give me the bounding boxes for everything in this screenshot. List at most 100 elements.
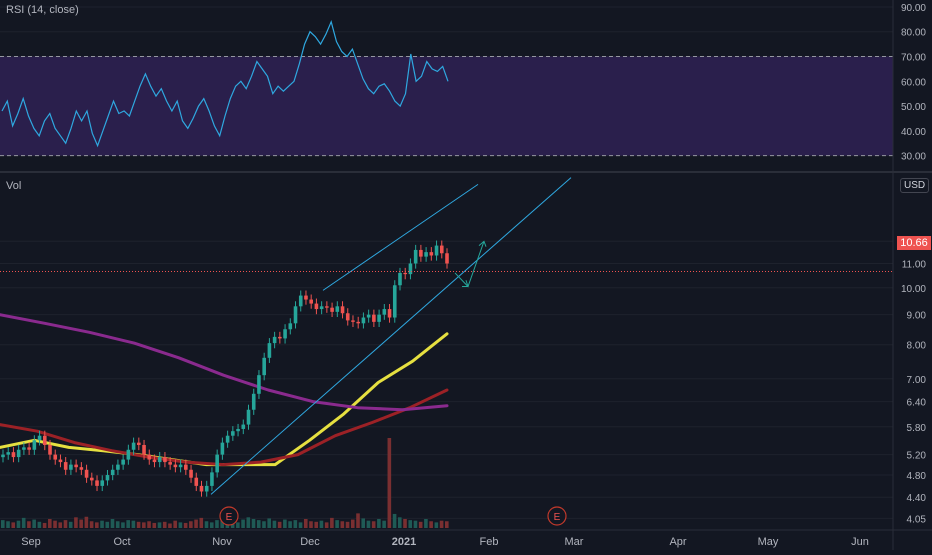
- candle: [27, 442, 31, 455]
- volume-bar: [53, 520, 57, 528]
- candle: [345, 308, 350, 326]
- candle-body: [403, 272, 408, 275]
- volume-bar: [204, 521, 209, 528]
- month-label: Apr: [669, 536, 686, 548]
- candle: [69, 459, 73, 475]
- candle-body: [298, 295, 303, 307]
- candle: [262, 352, 266, 381]
- candle-body: [116, 464, 120, 470]
- price-tick-label: 5.80: [907, 423, 927, 434]
- volume-bar: [403, 519, 407, 528]
- candle-body: [434, 245, 439, 256]
- volume-label: Vol: [6, 180, 22, 192]
- candle: [168, 457, 172, 470]
- candle: [84, 464, 89, 483]
- candle: [434, 240, 439, 261]
- candle-body: [445, 253, 449, 264]
- candle: [53, 449, 58, 465]
- volume-bar: [79, 519, 83, 528]
- rsi-tick-label: 30.00: [901, 152, 926, 163]
- price-tick-label: 6.40: [907, 398, 927, 409]
- candle: [335, 301, 340, 318]
- candle-body: [241, 424, 246, 429]
- rsi-tick-label: 70.00: [901, 53, 926, 64]
- rsi-band: [0, 56, 893, 156]
- candle-body: [204, 485, 209, 492]
- main-grid: [0, 240, 893, 519]
- candle: [445, 248, 449, 269]
- candle: [173, 459, 178, 473]
- candle: [236, 423, 240, 437]
- volume-bar: [424, 519, 428, 528]
- candle-body: [142, 444, 146, 455]
- candle-body: [74, 464, 78, 468]
- lower-trendline: [210, 177, 572, 495]
- volume-bar: [330, 517, 334, 528]
- candle: [366, 309, 371, 323]
- volume-bar: [241, 519, 245, 528]
- candle-body: [439, 245, 444, 254]
- candle: [58, 454, 63, 468]
- candle: [314, 298, 319, 315]
- candle-body: [11, 452, 16, 458]
- month-label: Feb: [480, 536, 499, 548]
- volume-bar: [309, 521, 313, 528]
- candle-body: [137, 442, 141, 445]
- month-label: May: [758, 536, 779, 548]
- volume-bar: [319, 520, 324, 528]
- rsi-tick-label: 80.00: [901, 28, 926, 39]
- candle: [382, 304, 387, 320]
- volume-bar: [100, 520, 104, 528]
- candle: [74, 459, 78, 473]
- candle: [340, 301, 345, 319]
- earnings-circle: [219, 506, 239, 526]
- earnings-marker: E: [547, 506, 567, 526]
- candle: [116, 459, 120, 475]
- volume-bar: [236, 522, 240, 528]
- candle: [48, 439, 52, 460]
- candle: [105, 469, 110, 486]
- candle: [131, 437, 136, 455]
- candle: [413, 244, 418, 269]
- moving-average-line: [0, 313, 449, 412]
- candle-body: [319, 306, 324, 310]
- volume-bar: [272, 520, 277, 528]
- candle: [204, 480, 209, 497]
- volume-bar: [189, 521, 193, 528]
- candle-body: [16, 449, 21, 458]
- candle-body: [330, 307, 334, 312]
- volume-bar: [377, 519, 381, 528]
- volume-bar: [1, 520, 5, 528]
- volume-bar: [37, 521, 42, 528]
- candle: [95, 475, 99, 492]
- candle-body: [220, 442, 225, 455]
- candle-body: [69, 464, 73, 470]
- earnings-circle: [547, 506, 567, 526]
- candle: [309, 294, 313, 309]
- candle-body: [225, 435, 230, 443]
- candle-body: [398, 272, 402, 286]
- volume-bar: [324, 522, 329, 528]
- volume-bar: [340, 521, 345, 528]
- rsi-tick-label: 50.00: [901, 102, 926, 113]
- candle-body: [63, 462, 68, 470]
- candle-body: [351, 320, 355, 322]
- candle-body: [251, 393, 256, 410]
- volume-bar: [434, 522, 439, 528]
- candle: [147, 449, 152, 465]
- volume-bar: [350, 519, 355, 528]
- volume-bar: [356, 513, 360, 528]
- candle: [189, 464, 193, 483]
- price-tick-label: 8.00: [907, 341, 927, 352]
- candle-body: [262, 357, 266, 376]
- candle: [298, 290, 303, 312]
- candle: [246, 404, 251, 430]
- candle-body: [210, 472, 214, 486]
- currency-badge[interactable]: USD: [900, 178, 930, 193]
- candle: [387, 304, 392, 323]
- candle: [79, 462, 84, 475]
- candle-body: [32, 440, 37, 450]
